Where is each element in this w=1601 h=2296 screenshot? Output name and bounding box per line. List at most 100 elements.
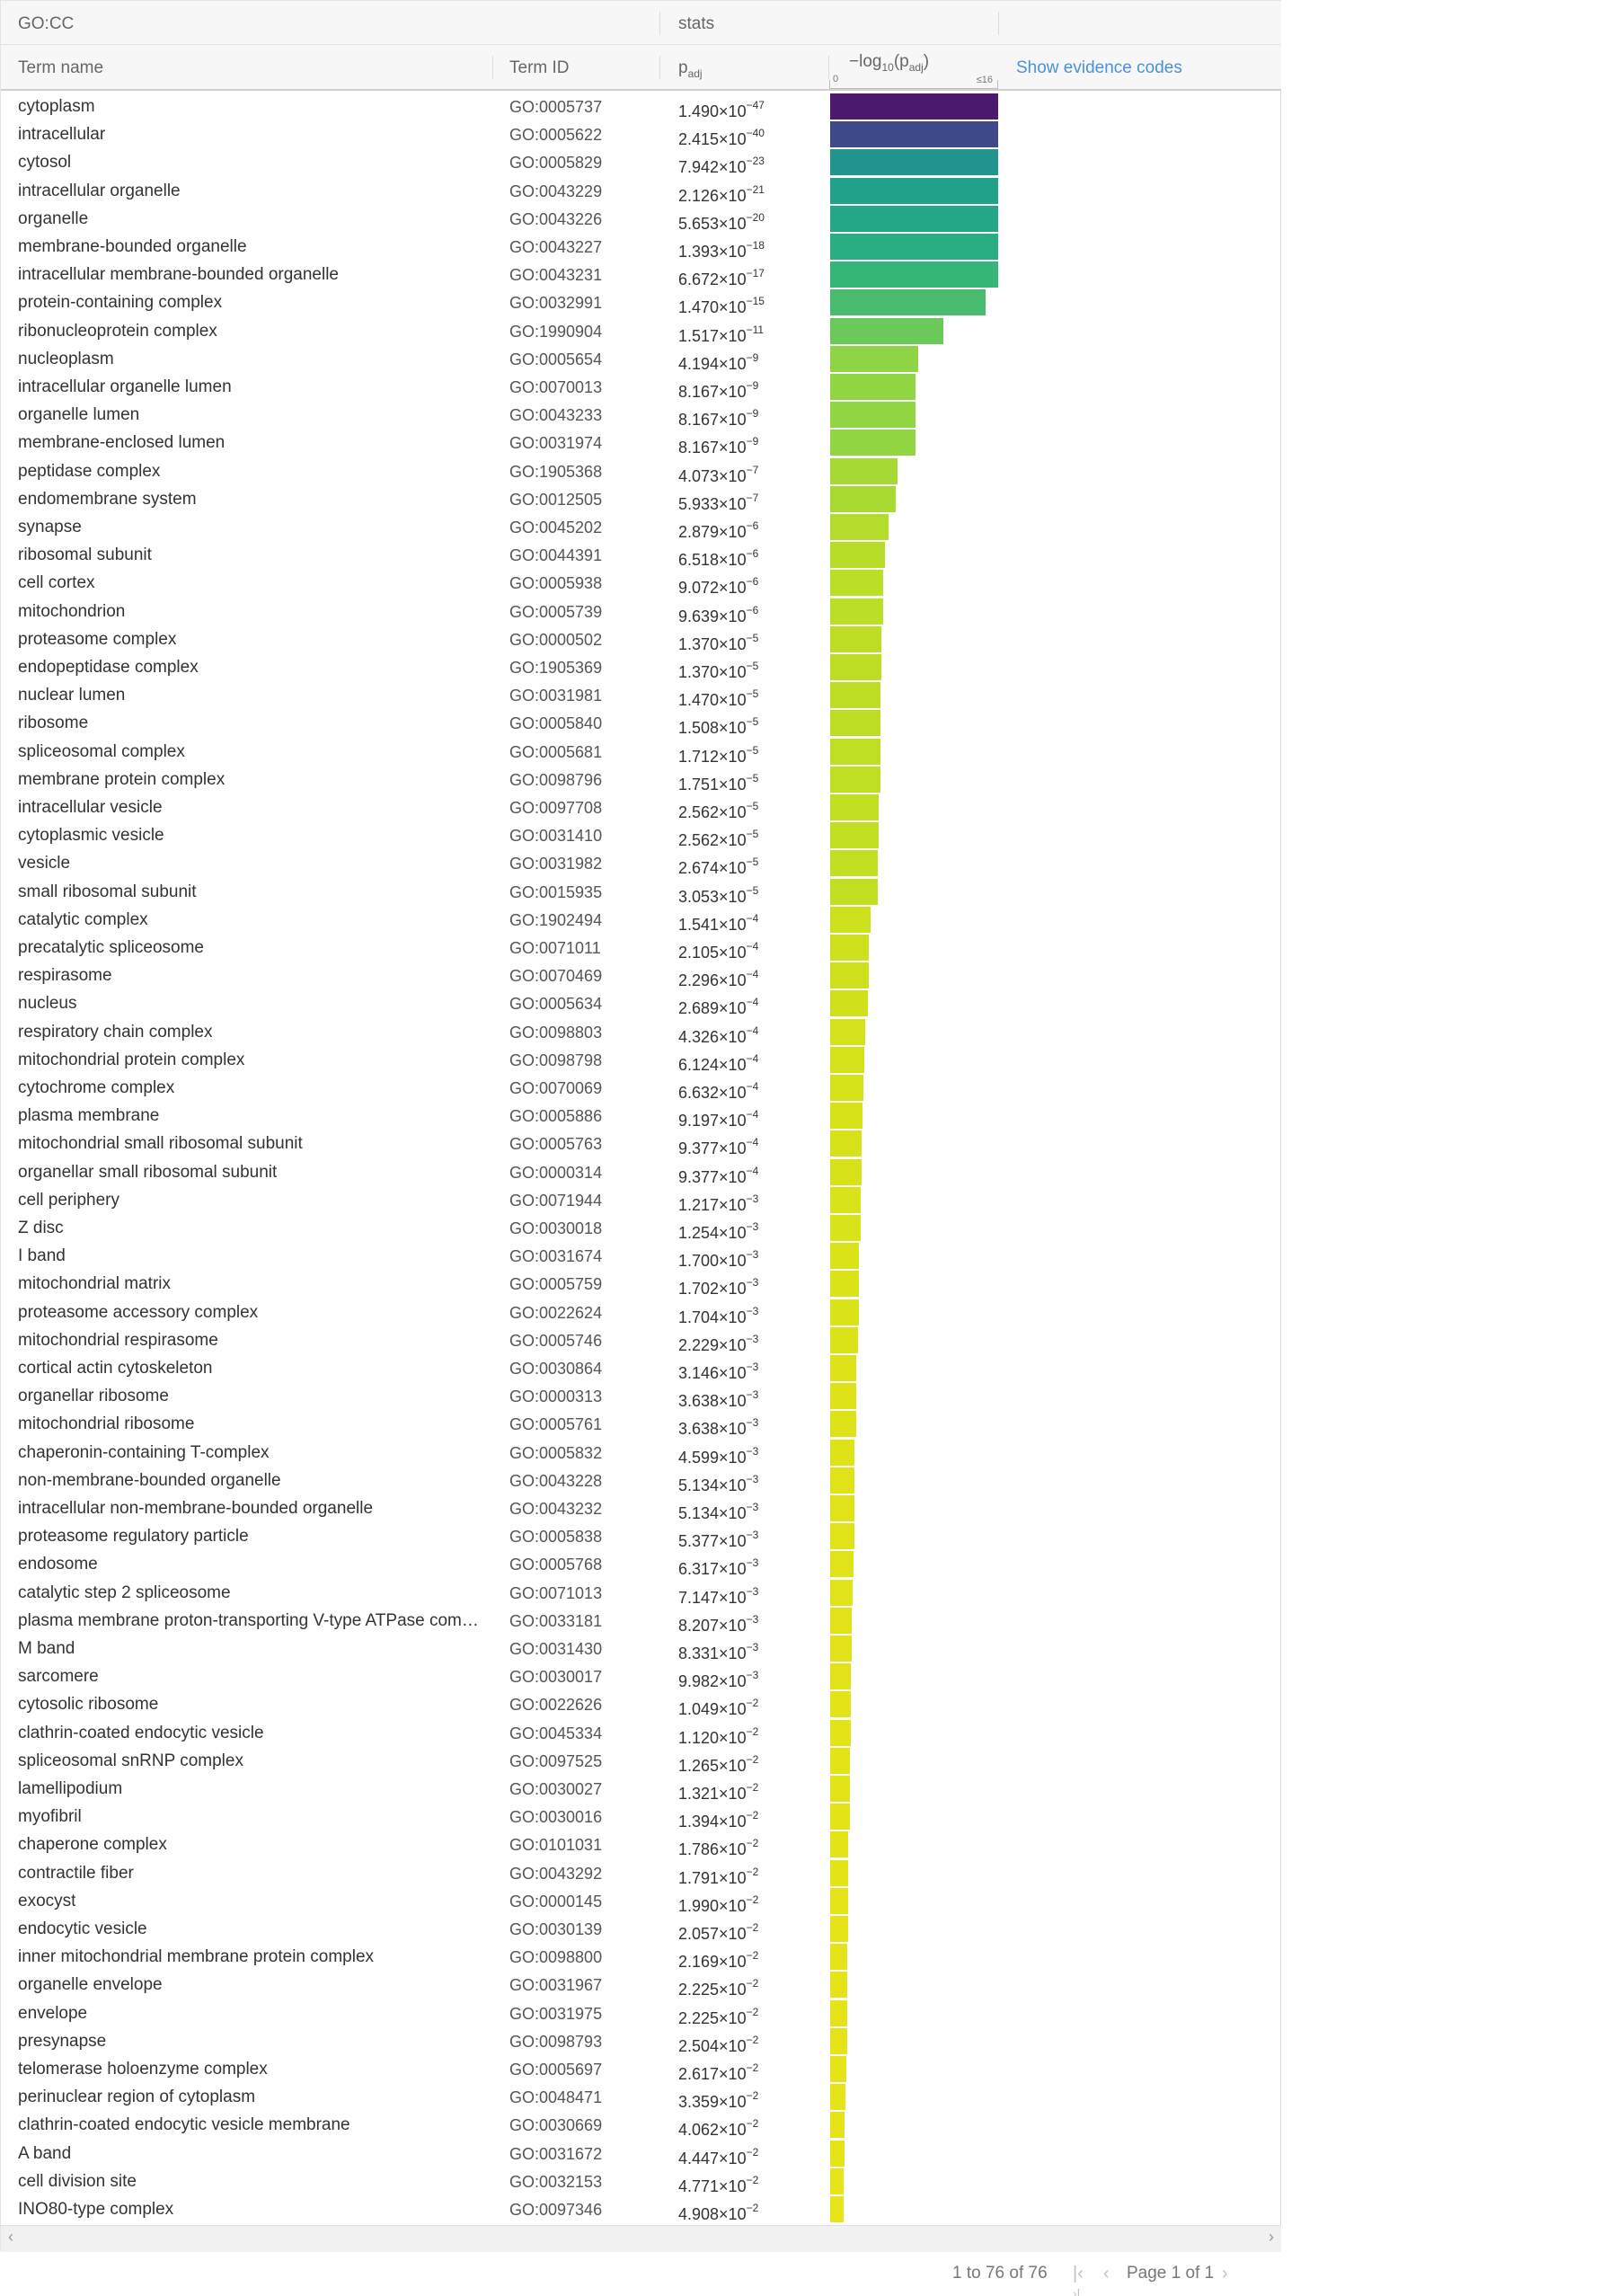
table-row[interactable]: membrane protein complex GO:0098796 1.751×… <box>1 766 1281 793</box>
term-id[interactable]: GO:0030864 <box>509 1360 603 1378</box>
table-row[interactable]: clathrin-coated endocytic vesicle membra… <box>1 2111 1281 2139</box>
term-id[interactable]: GO:1990904 <box>509 322 603 341</box>
table-row[interactable]: proteasome accessory complex GO:0022624 1.… <box>1 1299 1281 1326</box>
term-id[interactable]: GO:1902494 <box>509 910 603 929</box>
term-id[interactable]: GO:0012505 <box>509 490 603 509</box>
term-id[interactable]: GO:0030139 <box>509 1920 603 1938</box>
table-row[interactable]: ribosome GO:0005840 1.508×10−5 <box>1 709 1281 737</box>
table-row[interactable]: nuclear lumen GO:0031981 1.470×10−5 <box>1 681 1281 709</box>
term-id[interactable]: GO:0005697 <box>509 2061 603 2079</box>
table-row[interactable]: M band GO:0031430 8.331×10−3 <box>1 1635 1281 1662</box>
table-row[interactable]: precatalytic spliceosome GO:0071011 2.105×… <box>1 934 1281 962</box>
table-row[interactable]: mitochondrial matrix GO:0005759 1.702×10−3 <box>1 1270 1281 1298</box>
term-id[interactable]: GO:0045202 <box>509 519 603 536</box>
term-id[interactable]: GO:0005759 <box>509 1275 603 1294</box>
term-id[interactable]: GO:0005840 <box>509 714 603 733</box>
scroll-left-icon[interactable]: ‹ <box>8 2228 13 2246</box>
table-row[interactable]: respiratory chain complex GO:0098803 4.326… <box>1 1018 1281 1046</box>
term-id[interactable]: GO:0043226 <box>509 209 603 228</box>
term-id[interactable]: GO:0070069 <box>509 1079 603 1097</box>
table-row[interactable]: plasma membrane proton-transporting V-ty… <box>1 1607 1281 1635</box>
term-id[interactable]: GO:0097346 <box>509 2201 603 2219</box>
table-row[interactable]: intracellular vesicle GO:0097708 2.562×10−… <box>1 793 1281 821</box>
term-id[interactable]: GO:0098803 <box>509 1023 603 1042</box>
term-id[interactable]: GO:0005737 <box>509 98 603 116</box>
column-header-term-id[interactable]: Term ID <box>509 58 570 77</box>
table-row[interactable]: spliceosomal complex GO:0005681 1.712×10−5 <box>1 738 1281 766</box>
table-row[interactable]: cell division site GO:0032153 4.771×10−2 <box>1 2167 1281 2195</box>
table-row[interactable]: cytoplasm GO:0005737 1.490×10−47 <box>1 93 1281 120</box>
term-id[interactable]: GO:0030027 <box>509 1780 603 1798</box>
last-page-icon[interactable]: ›| <box>1073 2286 1081 2296</box>
table-row[interactable]: non-membrane-bounded organelle GO:0043228… <box>1 1467 1281 1494</box>
prev-page-icon[interactable]: ‹ <box>1103 2264 1110 2283</box>
table-row[interactable]: mitochondrial ribosome GO:0005761 3.638×10… <box>1 1410 1281 1438</box>
table-row[interactable]: proteasome complex GO:0000502 1.370×10−5 <box>1 625 1281 653</box>
term-id[interactable]: GO:0030017 <box>509 1668 603 1687</box>
term-id[interactable]: GO:0033181 <box>509 1611 603 1630</box>
table-row[interactable]: myofibril GO:0030016 1.394×10−2 <box>1 1803 1281 1831</box>
table-row[interactable]: endopeptidase complex GO:1905369 1.370×10−… <box>1 653 1281 681</box>
term-id[interactable]: GO:0070013 <box>509 378 603 396</box>
term-id[interactable]: GO:0005829 <box>509 154 603 173</box>
table-row[interactable]: endomembrane system GO:0012505 5.933×10−7 <box>1 485 1281 513</box>
table-row[interactable]: organellar small ribosomal subunit GO:000… <box>1 1158 1281 1186</box>
term-id[interactable]: GO:0005886 <box>509 1107 603 1126</box>
next-page-icon[interactable]: › <box>1222 2264 1228 2283</box>
table-row[interactable]: membrane-bounded organelle GO:0043227 1.39… <box>1 233 1281 261</box>
table-row[interactable]: synapse GO:0045202 2.879×10−6 <box>1 513 1281 541</box>
table-row[interactable]: chaperonin-containing T-complex GO:000583… <box>1 1439 1281 1467</box>
table-row[interactable]: plasma membrane GO:0005886 9.197×10−4 <box>1 1102 1281 1130</box>
term-id[interactable]: GO:0043292 <box>509 1864 603 1883</box>
column-header-padj[interactable]: padj <box>678 45 703 89</box>
term-id[interactable]: GO:1905368 <box>509 462 603 481</box>
term-id[interactable]: GO:0048471 <box>509 2088 603 2107</box>
term-id[interactable]: GO:0071011 <box>509 939 601 957</box>
table-row[interactable]: chaperone complex GO:0101031 1.786×10−2 <box>1 1831 1281 1858</box>
first-page-icon[interactable]: |‹ <box>1073 2264 1084 2283</box>
table-row[interactable]: contractile fiber GO:0043292 1.791×10−2 <box>1 1859 1281 1887</box>
table-row[interactable]: organelle GO:0043226 5.653×10−20 <box>1 205 1281 233</box>
term-id[interactable]: GO:0031975 <box>509 2004 603 2023</box>
term-id[interactable]: GO:0005838 <box>509 1528 603 1547</box>
term-id[interactable]: GO:0030018 <box>509 1219 603 1237</box>
table-row[interactable]: I band GO:0031674 1.700×10−3 <box>1 1242 1281 1270</box>
table-row[interactable]: spliceosomal snRNP complex GO:0097525 1.26… <box>1 1747 1281 1775</box>
term-id[interactable]: GO:0030669 <box>509 2116 603 2135</box>
table-row[interactable]: intracellular GO:0005622 2.415×10−40 <box>1 120 1281 148</box>
table-row[interactable]: intracellular organelle GO:0043229 2.126×1… <box>1 177 1281 205</box>
term-id[interactable]: GO:0098800 <box>509 1948 603 1967</box>
term-id[interactable]: GO:0031430 <box>509 1640 603 1658</box>
table-row[interactable]: ribonucleoprotein complex GO:1990904 1.517… <box>1 317 1281 345</box>
table-row[interactable]: sarcomere GO:0030017 9.982×10−3 <box>1 1662 1281 1690</box>
term-id[interactable]: GO:0101031 <box>509 1836 603 1855</box>
term-id[interactable]: GO:0022626 <box>509 1696 603 1715</box>
table-row[interactable]: organelle envelope GO:0031967 2.225×10−2 <box>1 1971 1281 1999</box>
table-row[interactable]: organellar ribosome GO:0000313 3.638×10−3 <box>1 1382 1281 1410</box>
term-id[interactable]: GO:0015935 <box>509 882 603 901</box>
column-resize-handle[interactable] <box>828 56 829 79</box>
term-id[interactable]: GO:0000145 <box>509 1892 603 1910</box>
term-id[interactable]: GO:0043233 <box>509 406 603 425</box>
term-id[interactable]: GO:0043232 <box>509 1500 603 1518</box>
term-id[interactable]: GO:0000314 <box>509 1163 603 1182</box>
term-id[interactable]: GO:0032153 <box>509 2172 603 2191</box>
table-row[interactable]: cytoplasmic vesicle GO:0031410 2.562×10−5 <box>1 821 1281 849</box>
table-row[interactable]: small ribosomal subunit GO:0015935 3.053×1… <box>1 878 1281 906</box>
term-id[interactable]: GO:0005654 <box>509 350 603 368</box>
column-resize-handle[interactable] <box>492 56 493 79</box>
table-row[interactable]: vesicle GO:0031982 2.674×10−5 <box>1 849 1281 877</box>
term-id[interactable]: GO:0097708 <box>509 799 603 817</box>
term-id[interactable]: GO:0005634 <box>509 995 603 1014</box>
column-resize-handle[interactable] <box>659 56 660 79</box>
term-id[interactable]: GO:0005622 <box>509 126 603 145</box>
column-header-term-name[interactable]: Term name <box>18 58 104 77</box>
table-row[interactable]: clathrin-coated endocytic vesicle GO:0045… <box>1 1719 1281 1747</box>
term-id[interactable]: GO:1905369 <box>509 659 603 677</box>
horizontal-scrollbar[interactable]: ‹ › <box>1 2225 1281 2252</box>
table-row[interactable]: intracellular membrane-bounded organelle… <box>1 261 1281 288</box>
term-id[interactable]: GO:0031981 <box>509 687 603 705</box>
term-id[interactable]: GO:0031982 <box>509 855 603 873</box>
table-row[interactable]: inner mitochondrial membrane protein com… <box>1 1943 1281 1971</box>
term-id[interactable]: GO:0005739 <box>509 602 603 621</box>
